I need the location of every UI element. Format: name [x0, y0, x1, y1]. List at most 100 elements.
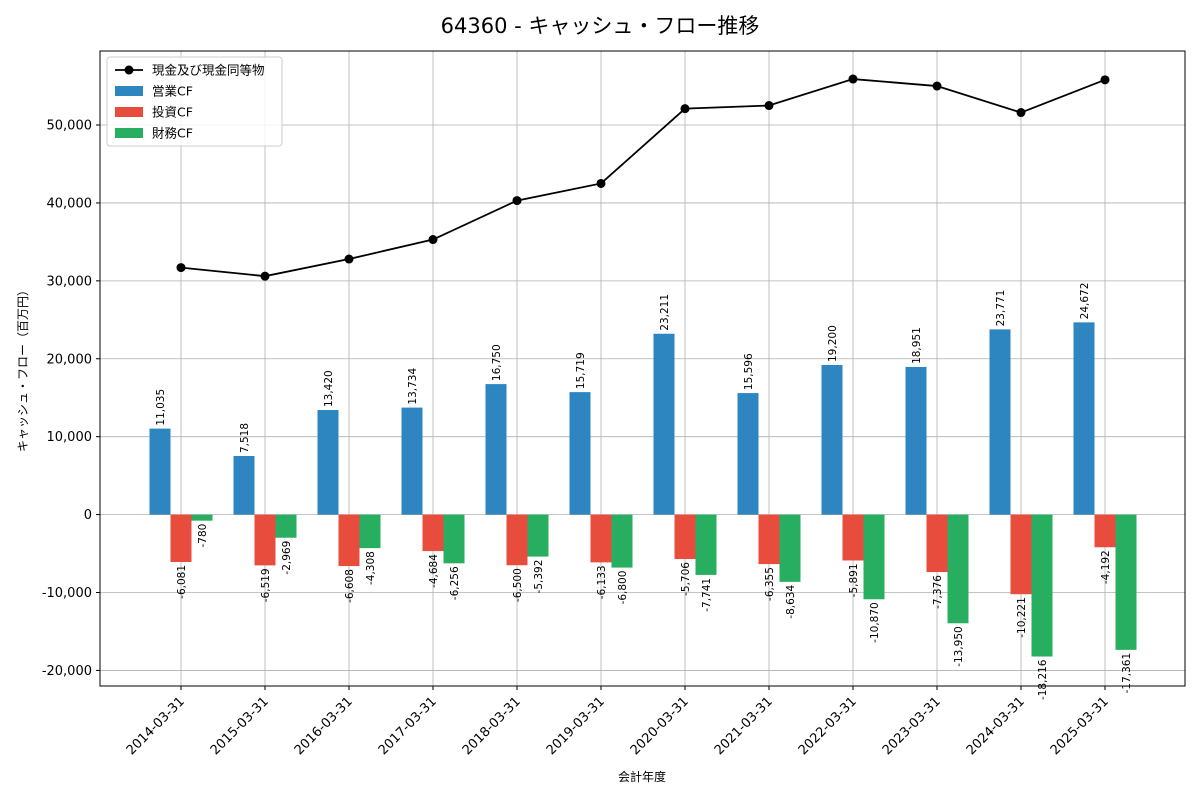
bar-2-0 [191, 514, 213, 521]
x-tick-label: 2022-03-31 [796, 694, 860, 758]
bar-0-11 [1073, 322, 1095, 515]
legend-swatch [115, 86, 143, 96]
bar-value-label: -7,376 [932, 575, 944, 609]
bar-value-label: -8,634 [785, 585, 797, 619]
bar-value-label: 23,771 [995, 290, 1007, 327]
cash-point [344, 254, 354, 264]
bar-value-label: -6,500 [512, 568, 524, 602]
bar-value-label: -6,133 [596, 565, 608, 599]
labels-layer: 11,035 7,518 13,420 13,734 16,750 15,719 23,21… [155, 283, 1133, 700]
bar-1-0 [170, 514, 192, 562]
bar-0-9 [905, 366, 927, 515]
y-tick-label: -10,000 [42, 586, 92, 601]
bar-value-label: -10,221 [1016, 597, 1028, 638]
bar-value-label: -4,308 [365, 551, 377, 585]
bar-value-label: -4,684 [428, 554, 440, 588]
legend-swatch [115, 128, 143, 138]
bar-1-1 [254, 514, 276, 566]
bar-2-5 [611, 514, 633, 568]
bar-0-4 [485, 384, 507, 515]
plot-frame [99, 50, 1186, 687]
legend-label: 財務CF [152, 126, 193, 141]
bar-1-7 [758, 514, 780, 565]
bar-2-6 [695, 514, 717, 575]
bar-1-2 [338, 514, 360, 567]
bar-0-7 [737, 393, 759, 515]
legend-label: 営業CF [152, 84, 193, 99]
cash-point [848, 74, 858, 84]
y-tick-label: 0 [84, 508, 92, 523]
cash-point [1016, 108, 1026, 118]
y-tick-label: 30,000 [47, 274, 93, 289]
bar-value-label: -13,950 [953, 626, 965, 667]
x-tick-label: 2016-03-31 [292, 694, 356, 758]
bar-value-label: -2,969 [281, 541, 293, 575]
bar-1-11 [1094, 514, 1116, 548]
bar-1-8 [842, 514, 864, 561]
legend-box [106, 56, 283, 147]
y-tick-label: -20,000 [42, 664, 92, 679]
chart-title: 64360 - キャッシュ・フロー推移 [441, 14, 760, 38]
bar-1-6 [674, 514, 696, 560]
bar-value-label: 13,734 [407, 368, 419, 405]
bar-2-9 [947, 514, 969, 624]
x-tick-label: 2024-03-31 [964, 694, 1028, 758]
bar-value-label: -6,355 [764, 567, 776, 601]
x-tick-label: 2014-03-31 [124, 694, 188, 758]
bar-value-label: -18,216 [1037, 659, 1049, 700]
x-tick-label: 2018-03-31 [460, 694, 524, 758]
x-tick-label: 2025-03-31 [1048, 694, 1112, 758]
bar-value-label: -7,741 [701, 578, 713, 612]
bar-2-7 [779, 514, 801, 582]
bar-1-5 [590, 514, 612, 563]
bar-2-10 [1031, 514, 1053, 657]
y-axis-label: キャッシュ・フロー（百万円） [16, 284, 30, 452]
cash-point [596, 178, 606, 188]
x-tick-label: 2015-03-31 [208, 694, 272, 758]
bar-0-1 [233, 456, 255, 515]
bar-value-label: 18,951 [911, 327, 923, 364]
grid-layer [100, 51, 1185, 686]
cash-point [260, 271, 270, 281]
bars-layer [149, 322, 1137, 657]
bar-value-label: -5,392 [533, 560, 545, 594]
legend-swatch [115, 107, 143, 117]
bar-0-3 [401, 407, 423, 515]
bar-2-11 [1115, 514, 1137, 650]
cash-point [1100, 75, 1110, 85]
bar-value-label: -780 [197, 524, 209, 548]
legend-marker [124, 65, 134, 75]
bar-2-1 [275, 514, 297, 538]
bar-value-label: -6,800 [617, 571, 629, 605]
bar-0-8 [821, 364, 843, 515]
cash-point [764, 101, 774, 111]
bar-0-2 [317, 410, 339, 515]
bar-2-3 [443, 514, 465, 564]
line-layer [176, 74, 1110, 281]
x-tick-label: 2021-03-31 [712, 694, 776, 758]
bar-2-8 [863, 514, 885, 600]
bar-2-4 [527, 514, 549, 557]
y-tick-label: 10,000 [47, 430, 93, 445]
bar-value-label: -17,361 [1121, 653, 1133, 694]
bar-value-label: 19,200 [827, 325, 839, 362]
cash-line [180, 78, 1106, 278]
cash-point [680, 104, 690, 114]
bar-value-label: 13,420 [323, 370, 335, 407]
bar-1-4 [506, 514, 528, 566]
bar-value-label: 11,035 [155, 389, 167, 426]
x-tick-label: 2017-03-31 [376, 694, 440, 758]
bar-value-label: -6,256 [449, 566, 461, 600]
bar-value-label: -5,706 [680, 562, 692, 596]
legend-label: 現金及び現金同等物 [152, 63, 265, 78]
bar-value-label: 16,750 [491, 344, 503, 381]
bar-value-label: 15,596 [743, 353, 755, 390]
cash-point [512, 196, 522, 206]
y-tick-label: 50,000 [47, 119, 93, 134]
x-axis-label: 会計年度 [618, 769, 666, 784]
bar-value-label: -4,192 [1100, 550, 1112, 584]
cash-point [932, 81, 942, 91]
